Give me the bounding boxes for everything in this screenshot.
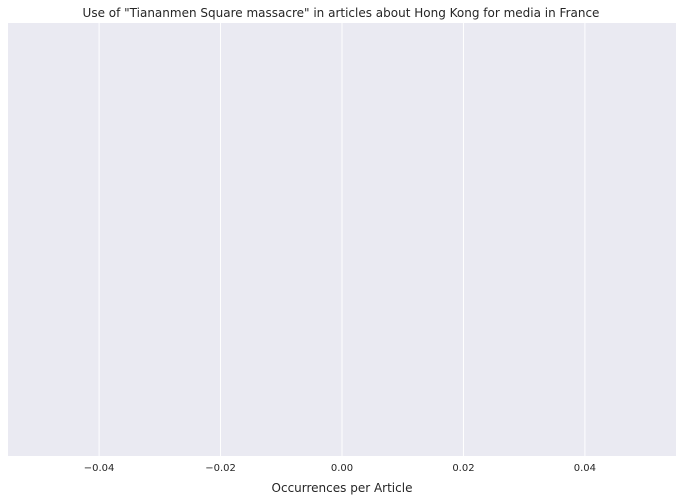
x-tick-label: −0.02 (205, 463, 236, 474)
grid-lines (98, 23, 586, 456)
chart-title: Use of "Tiananmen Square massacre" in ar… (83, 6, 600, 20)
x-tick-label: 0.02 (452, 463, 474, 474)
x-tick-labels: −0.04 −0.02 0.00 0.02 0.04 (84, 463, 596, 474)
x-tick-label: 0.00 (331, 463, 353, 474)
x-tick-label: −0.04 (84, 463, 115, 474)
x-tick-label: 0.04 (574, 463, 596, 474)
x-axis-label: Occurrences per Article (272, 481, 413, 495)
